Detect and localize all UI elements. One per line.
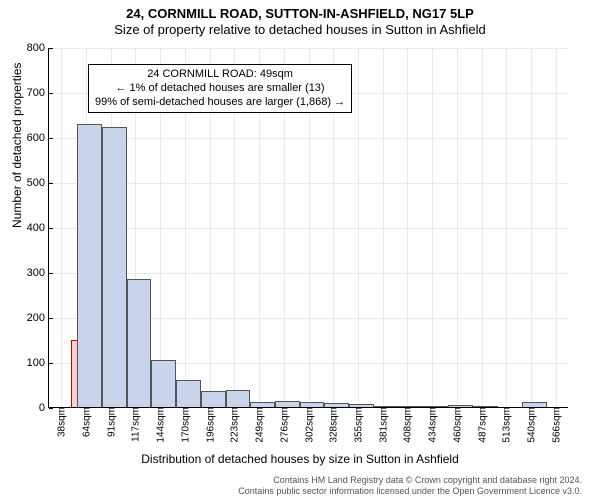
histogram-bar [275,401,300,407]
page-title-address: 24, CORNMILL ROAD, SUTTON-IN-ASHFIELD, N… [0,6,600,21]
histogram-bar [399,406,424,407]
grid-line-v [482,48,483,407]
page-title-subtitle: Size of property relative to detached ho… [0,22,600,37]
footer-attribution: Contains HM Land Registry data © Crown c… [22,475,582,497]
y-tick-label: 400 [27,222,49,234]
x-tick-label: 117sqm [129,407,142,442]
histogram-bar [324,403,349,408]
x-tick-label: 566sqm [549,407,562,443]
x-tick-label: 276sqm [277,407,290,443]
y-axis-label: Number of detached properties [10,63,24,228]
grid-line-v [531,48,532,407]
footer-line-1: Contains HM Land Registry data © Crown c… [22,475,582,486]
title-block: 24, CORNMILL ROAD, SUTTON-IN-ASHFIELD, N… [0,0,600,37]
x-tick-label: 513sqm [500,407,513,443]
x-tick-label: 434sqm [426,407,439,443]
x-tick-label: 249sqm [253,407,266,443]
annotation-line-3: 99% of semi-detached houses are larger (… [95,96,345,110]
y-tick-label: 200 [27,312,49,324]
x-tick-label: 487sqm [475,407,488,443]
grid-line-v [556,48,557,407]
histogram-bar [250,402,275,407]
grid-line-v [457,48,458,407]
histogram-chart: 010020030040050060070080038sqm64sqm91sqm… [48,48,568,408]
x-tick-label: 64sqm [79,407,92,437]
y-tick-label: 500 [27,177,49,189]
histogram-bar [522,402,547,407]
histogram-bar [102,127,127,407]
y-tick-label: 300 [27,267,49,279]
histogram-bar [226,390,251,407]
grid-line-v [407,48,408,407]
y-tick-label: 600 [27,132,49,144]
histogram-bar [448,405,473,407]
histogram-bar [176,380,201,407]
annotation-line-1: 24 CORNMILL ROAD: 49sqm [95,68,345,82]
histogram-bar [300,402,325,407]
annotation-box: 24 CORNMILL ROAD: 49sqm ← 1% of detached… [88,64,352,113]
x-tick-label: 328sqm [327,407,340,443]
grid-line-v [506,48,507,407]
y-tick-label: 0 [39,402,49,414]
histogram-bar [473,406,498,407]
footer-line-2: Contains public sector information licen… [22,486,582,497]
histogram-bar [423,406,448,407]
x-tick-label: 302sqm [302,407,315,443]
x-tick-label: 223sqm [228,407,241,443]
y-tick-label: 700 [27,87,49,99]
x-tick-label: 408sqm [401,407,414,443]
y-tick-label: 800 [27,42,49,54]
histogram-bar [374,406,399,407]
x-tick-label: 38sqm [55,407,68,437]
x-tick-label: 196sqm [203,407,216,443]
histogram-bar [151,360,176,407]
histogram-bar [77,124,102,408]
histogram-bar [127,279,152,407]
histogram-bar [201,391,226,407]
grid-line-v [383,48,384,407]
x-tick-label: 381sqm [376,407,389,443]
x-axis-label: Distribution of detached houses by size … [0,452,600,466]
x-tick-label: 170sqm [178,407,191,443]
x-tick-label: 355sqm [352,407,365,443]
x-tick-label: 91sqm [104,407,117,437]
histogram-bar [349,404,374,407]
x-tick-label: 460sqm [450,407,463,443]
y-tick-label: 100 [27,357,49,369]
grid-line-v [432,48,433,407]
x-tick-label: 540sqm [525,407,538,443]
grid-line-v [358,48,359,407]
x-tick-label: 144sqm [154,407,167,443]
grid-line-v [61,48,62,407]
annotation-line-2: ← 1% of detached houses are smaller (13) [95,82,345,96]
